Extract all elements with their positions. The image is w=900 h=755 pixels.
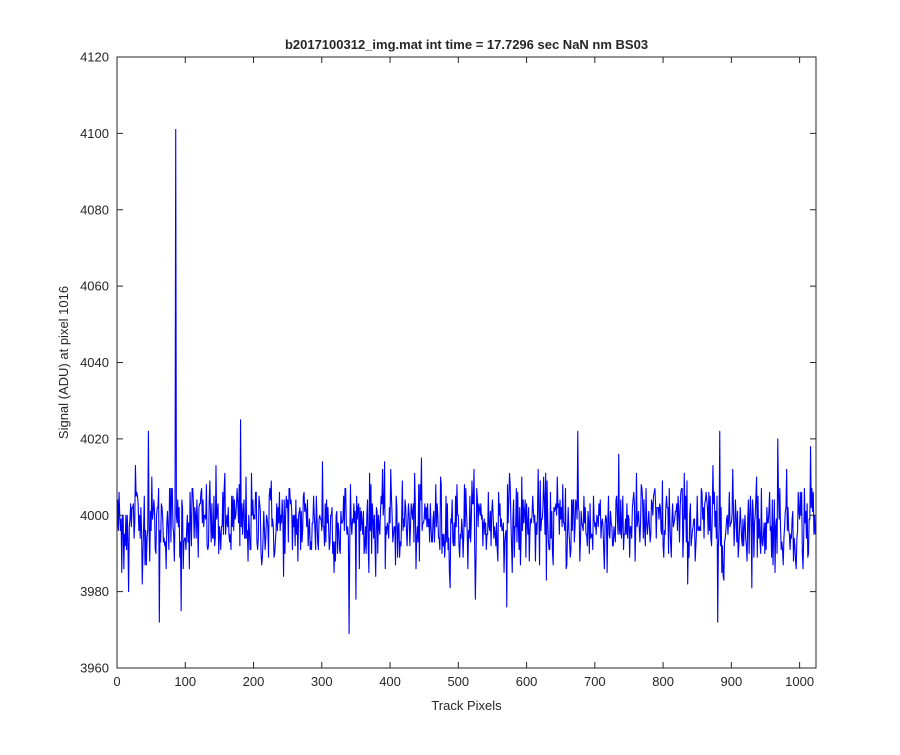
x-tick-label: 900 [721, 674, 743, 689]
x-tick-label: 800 [652, 674, 674, 689]
x-tick-label: 200 [243, 674, 265, 689]
x-tick-label: 1000 [785, 674, 814, 689]
y-tick-label: 4100 [80, 126, 109, 141]
x-tick-label: 300 [311, 674, 333, 689]
y-axis-label: Signal (ADU) at pixel 1016 [56, 286, 71, 439]
x-tick-label: 400 [379, 674, 401, 689]
plot-area-background [117, 57, 816, 668]
y-tick-label: 4060 [80, 279, 109, 294]
x-tick-label: 700 [584, 674, 606, 689]
x-tick-label: 500 [447, 674, 469, 689]
x-axis-label: Track Pixels [431, 698, 502, 713]
y-tick-label: 4120 [80, 50, 109, 65]
x-tick-label: 600 [516, 674, 538, 689]
x-tick-label: 0 [113, 674, 120, 689]
axes-layer: 0 100 200 300 400 500 600 700 800 900 1000 3960 3980… [80, 50, 817, 689]
chart-title: b2017100312_img.mat int time = 17.7296 s… [285, 37, 648, 52]
series-layer [116, 129, 816, 635]
y-tick-label: 3960 [80, 661, 109, 676]
series-line [116, 129, 816, 635]
y-tick-label: 4020 [80, 431, 109, 446]
x-tick-label: 100 [174, 674, 196, 689]
y-tick-label: 4000 [80, 508, 109, 523]
y-tick-label: 4080 [80, 202, 109, 217]
y-tick-label: 4040 [80, 355, 109, 370]
y-tick-label: 3980 [80, 584, 109, 599]
